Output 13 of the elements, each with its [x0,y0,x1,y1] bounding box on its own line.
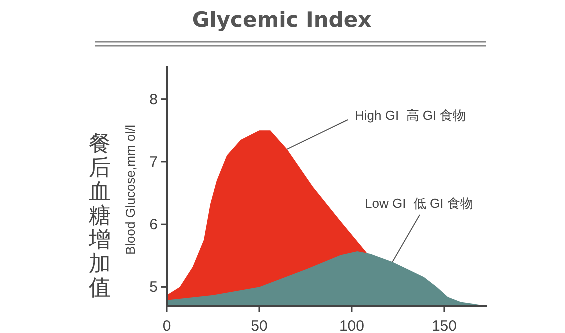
text: Low GI 低 GI 食物 [365,196,474,211]
chart-title: Glycemic Index [192,8,372,32]
text: High GI 高 GI 食物 [355,108,466,123]
x-tick-label: 100 [339,318,364,333]
y-tick-label: 6 [150,216,158,234]
y-axis-title: Blood Glucose,mm ol/l [123,124,138,256]
x-tick-label: 50 [251,318,268,333]
text: 餐后血糖增加值 [88,131,111,300]
x-tick-label: 150 [432,318,457,333]
y-tick-label: 5 [150,279,158,296]
x-tick-label: 0 [162,318,172,333]
y-tick-label: 7 [150,154,158,171]
y-tick-label: 8 [150,91,158,108]
